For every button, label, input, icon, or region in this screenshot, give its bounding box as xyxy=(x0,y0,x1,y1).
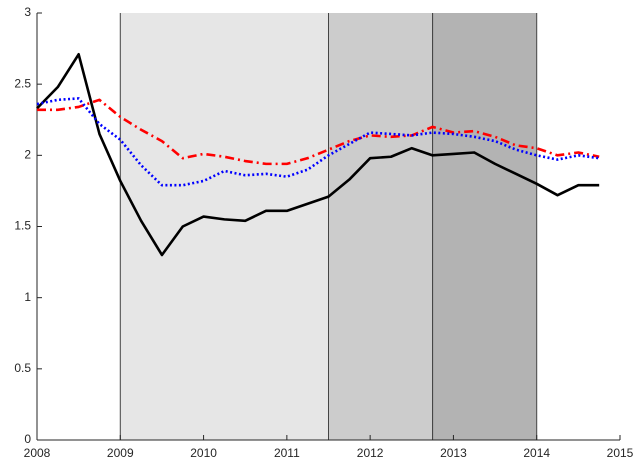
shaded-region xyxy=(328,13,433,440)
x-tick-label: 2008 xyxy=(24,446,51,460)
x-tick-label: 2014 xyxy=(523,446,550,460)
x-tick-label: 2012 xyxy=(357,446,384,460)
y-tick-label: 0.5 xyxy=(14,361,31,375)
series-line xyxy=(37,98,600,166)
y-tick-label: 0 xyxy=(24,432,31,446)
y-tick-label: 2.5 xyxy=(14,76,31,90)
x-tick-label: 2010 xyxy=(190,446,217,460)
series-line xyxy=(36,97,600,187)
x-tick-label: 2011 xyxy=(274,446,300,460)
y-tick-label: 2 xyxy=(24,148,31,162)
shaded-region xyxy=(120,13,329,440)
x-tick-label: 2015 xyxy=(607,446,634,460)
y-tick-label: 1 xyxy=(24,290,31,304)
x-tick-label: 2009 xyxy=(107,446,134,460)
y-tick-label: 1.5 xyxy=(14,219,31,233)
y-tick-label: 3 xyxy=(24,5,31,19)
x-tick-label: 2013 xyxy=(440,446,467,460)
shaded-region xyxy=(432,13,537,440)
series-line xyxy=(36,52,600,257)
